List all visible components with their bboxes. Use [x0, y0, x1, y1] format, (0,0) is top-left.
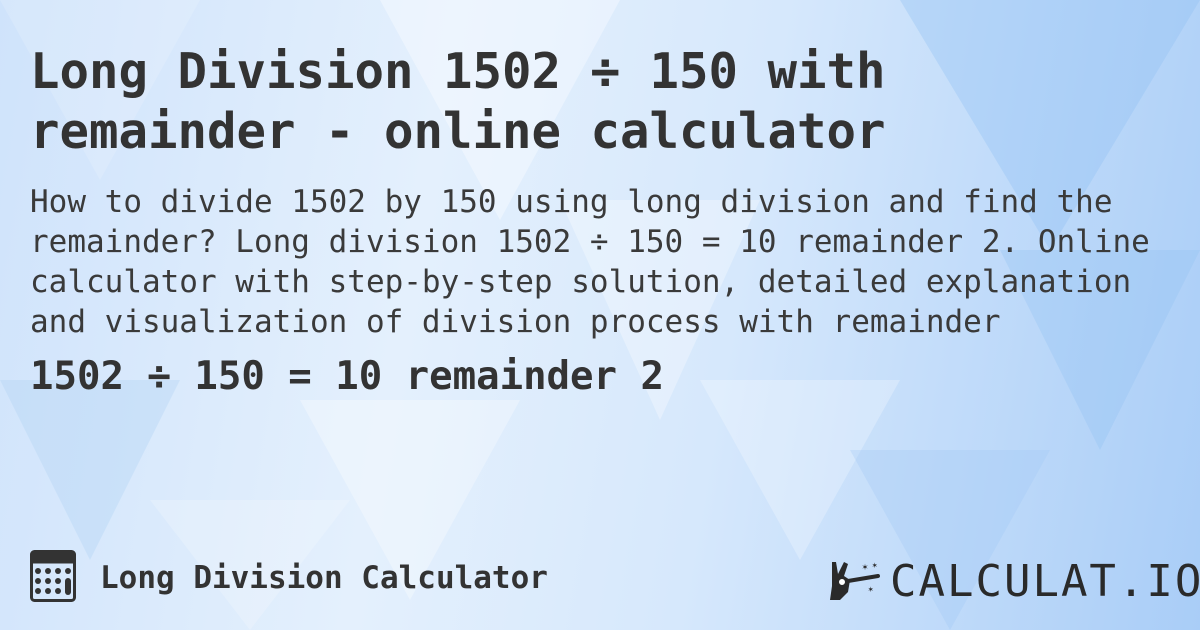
logo-text: CALCULAT.IO	[890, 556, 1200, 607]
calculat-io-logo[interactable]: ✶ ✶ ✶ CALCULAT.IO	[828, 556, 1200, 607]
calculator-icon	[30, 550, 76, 606]
svg-text:✶: ✶	[868, 585, 874, 595]
division-result: 1502 ÷ 150 = 10 remainder 2	[30, 354, 664, 399]
page-title: Long Division 1502 ÷ 150 with remainder …	[30, 43, 886, 160]
svg-text:✶: ✶	[862, 562, 868, 573]
footer-calculator-link[interactable]: Long Division Calculator	[30, 550, 548, 606]
page-description: How to divide 1502 by 150 using long div…	[30, 184, 1150, 340]
magic-hand-icon: ✶ ✶ ✶	[828, 558, 882, 606]
footer-label: Long Division Calculator	[100, 560, 548, 596]
svg-text:✶: ✶	[872, 561, 878, 571]
